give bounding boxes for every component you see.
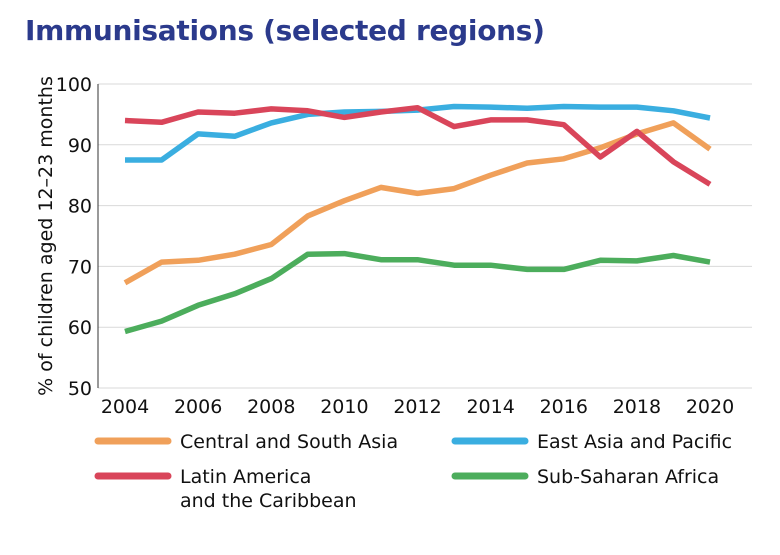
legend-label-central-and-south-asia: Central and South Asia	[180, 431, 398, 453]
x-tick-label-2018: 2018	[613, 396, 661, 418]
chart-title: Immunisations (selected regions)	[25, 14, 545, 47]
x-tick-label-2006: 2006	[174, 396, 222, 418]
y-tick-label-50: 50	[68, 378, 92, 400]
y-tick-labels: 50 60 70 80 90 100	[56, 74, 92, 400]
legend-label-sub-saharan-africa: Sub-Saharan Africa	[537, 466, 719, 488]
series-line-central-and-south-asia	[123, 120, 712, 286]
x-tick-label-2016: 2016	[540, 396, 588, 418]
y-tick-label-100: 100	[56, 74, 92, 96]
legend-label-latin-america-and-the-caribbean: Latin America and the Caribbean	[180, 466, 357, 512]
legend: Central and South Asia East Asia and Paci…	[94, 431, 732, 512]
x-tick-label-2010: 2010	[320, 396, 368, 418]
y-tick-label-60: 60	[68, 317, 92, 339]
x-tick-labels: 2004 2006 2008 2010 2012 2014 2016 2018 2020	[101, 396, 734, 418]
series-line-latin-america-and-the-caribbean	[124, 104, 712, 187]
y-tick-label-80: 80	[68, 196, 92, 218]
gridlines	[98, 83, 752, 389]
x-tick-label-2012: 2012	[393, 396, 441, 418]
legend-label-east-asia-and-pacific: East Asia and Pacific	[537, 431, 732, 453]
series-lines	[123, 103, 712, 335]
series-line-sub-saharan-africa	[124, 250, 711, 335]
x-tick-label-2020: 2020	[686, 396, 734, 418]
x-tick-label-2004: 2004	[101, 396, 149, 418]
y-tick-label-70: 70	[68, 256, 92, 278]
x-tick-label-2014: 2014	[466, 396, 514, 418]
y-axis-title: % of children aged 12–23 months	[35, 76, 57, 396]
y-tick-label-90: 90	[68, 135, 92, 157]
x-tick-label-2008: 2008	[247, 396, 295, 418]
